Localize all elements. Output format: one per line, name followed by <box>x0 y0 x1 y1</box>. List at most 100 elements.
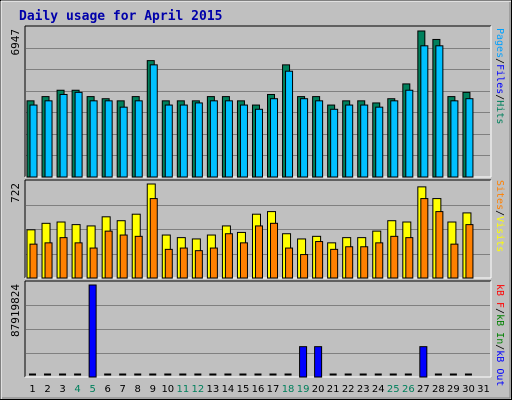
sites-bar <box>420 198 429 279</box>
sites-bar <box>104 230 113 279</box>
files-bar <box>254 108 263 178</box>
x-tick-label: 2 <box>44 384 50 395</box>
files-bar <box>345 104 354 178</box>
x-tick-label: 7 <box>120 384 126 395</box>
sites-bar <box>194 250 203 279</box>
x-tick-label: 17 <box>267 384 280 395</box>
files-bar <box>270 98 279 178</box>
x-tick-label: 10 <box>161 384 174 395</box>
files-bar <box>164 104 173 178</box>
x-tick-label: 26 <box>402 384 415 395</box>
x-tick-label: 19 <box>297 384 310 395</box>
x-tick-label: 30 <box>462 384 475 395</box>
sites-bar <box>300 254 309 279</box>
files-bar <box>224 100 233 178</box>
x-tick-label: 3 <box>59 384 65 395</box>
sites-bar <box>375 242 384 279</box>
files-bar <box>360 104 369 178</box>
sites-bar <box>164 248 173 279</box>
right-label-pages-files-hits-part: Pages <box>494 28 505 58</box>
files-bar <box>300 98 309 178</box>
sites-bar <box>270 222 279 279</box>
sites-bar <box>345 246 354 279</box>
x-tick-label: 25 <box>387 384 400 395</box>
right-label-kbytes-part: / <box>494 308 505 314</box>
x-tick-label: 14 <box>222 384 235 395</box>
files-bar <box>74 91 83 178</box>
sites-bar <box>149 198 158 279</box>
files-bar <box>194 102 203 178</box>
x-tick-label: 1 <box>29 384 35 395</box>
x-tick-label: 8 <box>135 384 141 395</box>
x-tick-label: 23 <box>357 384 370 395</box>
x-tick-label: 20 <box>312 384 325 395</box>
right-label-pages-files-hits-part: / <box>494 58 505 64</box>
kb-out-bar <box>88 284 97 378</box>
files-bar <box>29 104 38 178</box>
files-bar <box>420 45 429 178</box>
x-tick-label: 31 <box>477 384 490 395</box>
x-tick-label: 27 <box>417 384 430 395</box>
files-bar <box>375 106 384 178</box>
sites-bar <box>179 247 188 279</box>
files-bar <box>435 45 444 178</box>
x-tick-label: 5 <box>89 384 95 395</box>
x-tick-label: 13 <box>207 384 220 395</box>
hits-panel-ymax-label: 6947 <box>9 29 22 56</box>
files-bar <box>239 104 248 178</box>
files-bar <box>285 70 294 178</box>
files-bar <box>390 100 399 178</box>
right-label-kbytes-part: / <box>494 344 505 350</box>
x-tick-label: 28 <box>432 384 445 395</box>
sites-bar <box>44 242 53 279</box>
right-label-pages-files-hits: Pages/Files/Hits <box>494 28 505 124</box>
right-label-sites-visits-part: Visits <box>494 216 505 252</box>
sites-bar <box>89 247 98 279</box>
right-label-kbytes-part: kB F <box>494 284 505 308</box>
files-bar <box>149 64 158 178</box>
visits-panel-ymax-label: 722 <box>9 183 22 203</box>
x-tick-label: 9 <box>150 384 156 395</box>
files-bar <box>119 106 128 178</box>
kb-out-bar <box>419 346 428 378</box>
x-tick-label: 15 <box>237 384 250 395</box>
files-bar <box>465 98 474 178</box>
sites-bar <box>390 235 399 279</box>
kb-out-bar <box>314 346 323 378</box>
sites-bar <box>74 242 83 279</box>
sites-bar <box>134 235 143 279</box>
files-bar <box>179 104 188 178</box>
sites-bar <box>465 224 474 279</box>
files-bar <box>59 93 68 178</box>
x-tick-label: 18 <box>282 384 295 395</box>
sites-bar <box>29 243 38 279</box>
x-tick-label: 12 <box>192 384 205 395</box>
kbytes-panel-ymax-label: 87919824 <box>9 284 22 337</box>
sites-bar <box>285 247 294 279</box>
x-axis-labels: 1 2 3 4 5 6 7 8 9 10 11 12 13 14 15 16 17 18 19 20 21 22 23 24 2… <box>29 384 490 395</box>
x-tick-label: 22 <box>342 384 355 395</box>
files-bar <box>44 100 53 178</box>
x-tick-label: 21 <box>327 384 340 395</box>
sites-bar <box>435 211 444 279</box>
sites-bar <box>315 241 324 279</box>
right-label-kbytes-part: kB In <box>494 314 505 344</box>
files-bar <box>89 100 98 178</box>
files-bar <box>209 100 218 178</box>
files-bar <box>315 100 324 178</box>
x-tick-label: 6 <box>104 384 110 395</box>
right-label-pages-files-hits-part: / <box>494 94 505 100</box>
x-tick-label: 16 <box>252 384 265 395</box>
x-tick-label: 24 <box>372 384 385 395</box>
sites-bar <box>330 248 339 279</box>
right-label-sites-visits-part: Sites <box>494 180 505 210</box>
x-tick-label: 11 <box>176 384 189 395</box>
right-label-sites-visits: Sites/Visits <box>494 180 505 252</box>
x-tick-label: 29 <box>447 384 460 395</box>
files-bar <box>104 100 113 178</box>
files-bar <box>450 100 459 178</box>
sites-bar <box>405 237 414 279</box>
